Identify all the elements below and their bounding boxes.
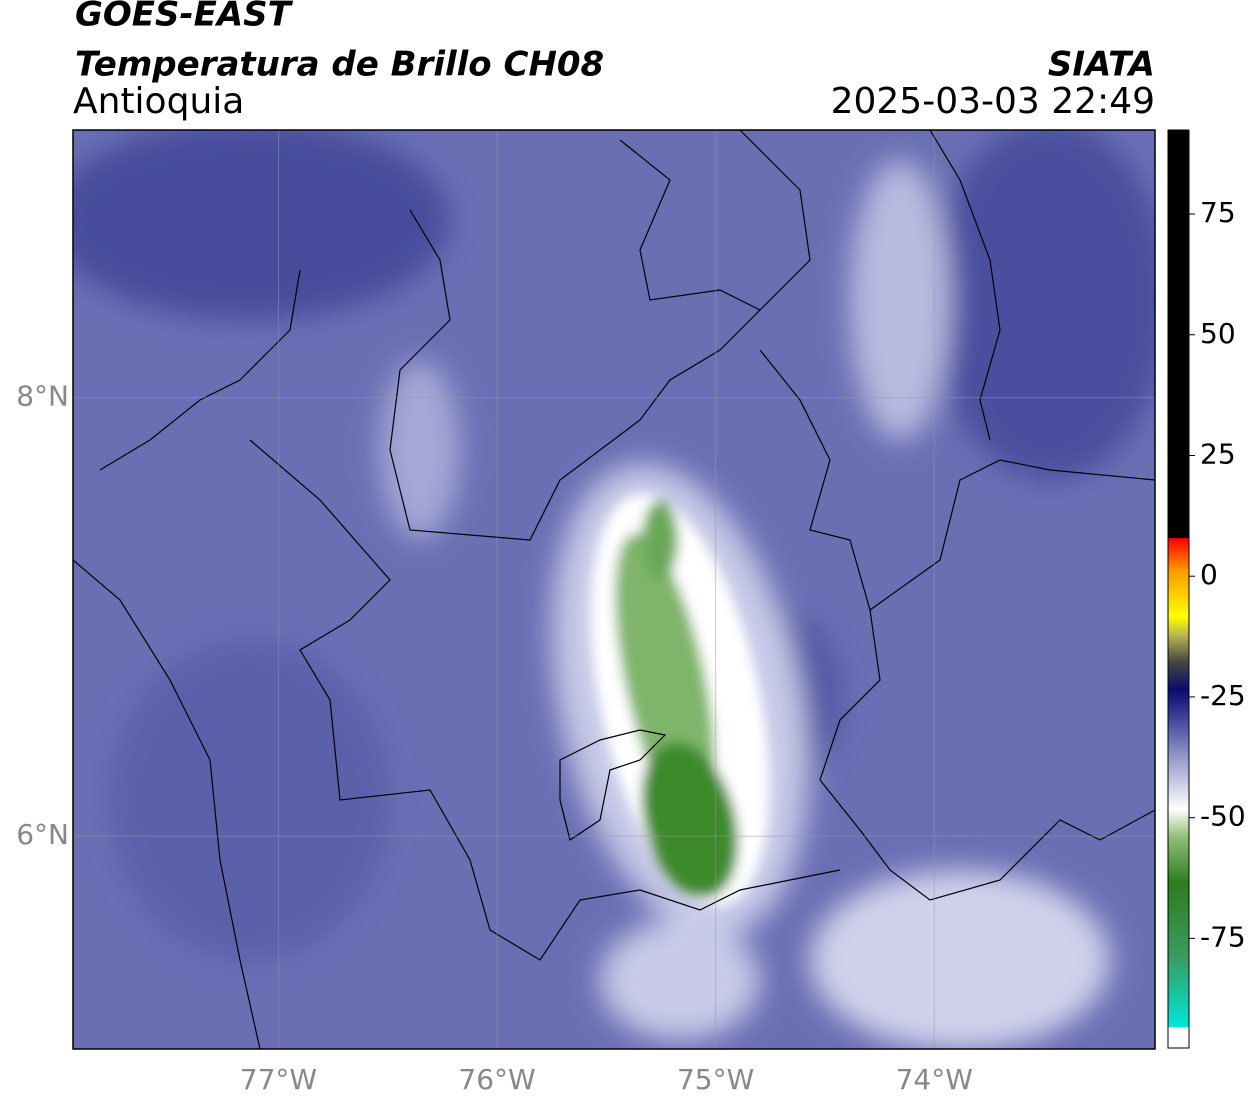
colorbar-tick-label: 75	[1200, 196, 1236, 229]
colorbar	[1167, 129, 1190, 1049]
colorbar-tick-label: -75	[1200, 920, 1246, 953]
y-tick-label: 6°N	[16, 818, 69, 851]
colorbar-tick-label: -25	[1200, 679, 1246, 712]
title: GOES-EAST	[75, 0, 294, 35]
x-tick-label: 77°W	[240, 1063, 317, 1096]
datetime: 2025-03-03 22:49	[831, 81, 1155, 122]
colorbar-tick-label: -50	[1200, 800, 1246, 833]
y-tick-label: 8°N	[16, 380, 69, 413]
x-tick-label: 75°W	[677, 1063, 754, 1096]
subtitle: Temperatura de Brillo CH08	[75, 45, 604, 85]
source: SIATA	[1048, 45, 1155, 85]
colorbar-tick-label: 50	[1200, 317, 1236, 350]
x-tick-label: 74°W	[896, 1063, 973, 1096]
colorbar-tick-label: 0	[1200, 558, 1218, 591]
colorbar-tick-label: 25	[1200, 437, 1236, 470]
region: Antioquia	[73, 81, 244, 122]
map-frame	[72, 129, 1156, 1050]
x-tick-label: 76°W	[458, 1063, 535, 1096]
grid	[73, 130, 1155, 1049]
map-image	[73, 130, 1155, 1049]
